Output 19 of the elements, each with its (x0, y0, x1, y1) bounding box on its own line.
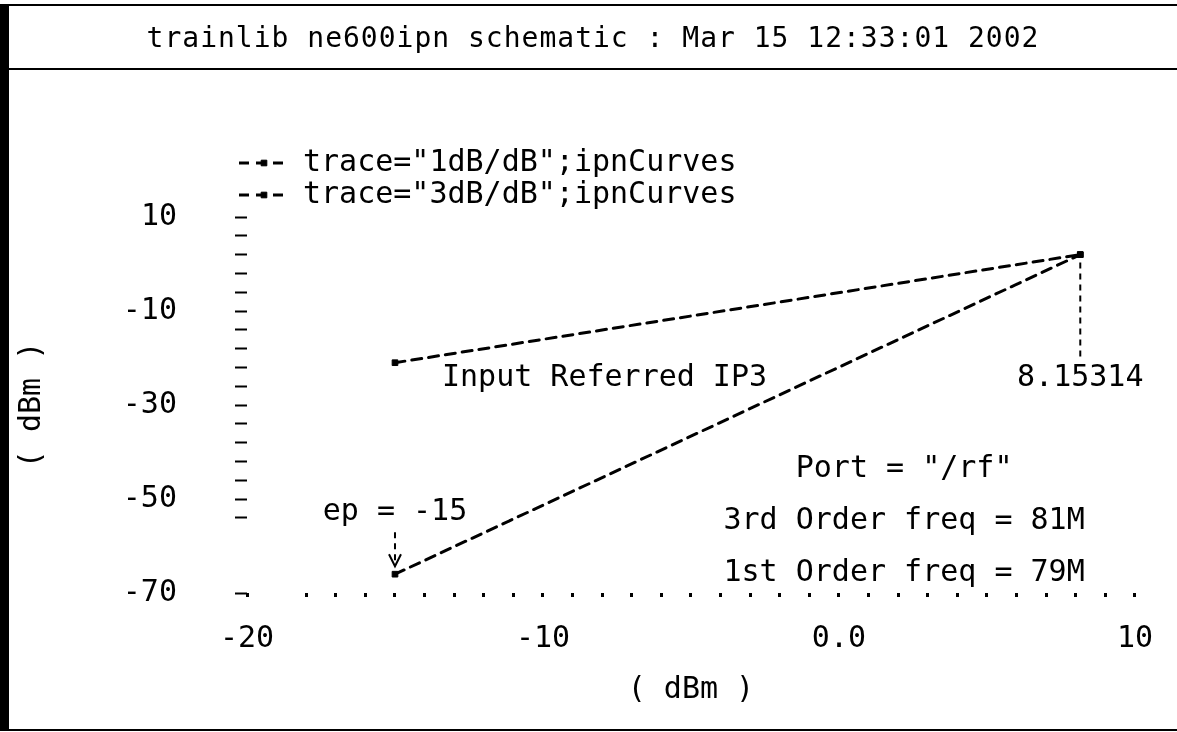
annotation: Input Referred IP3 (441, 358, 768, 394)
annotation: 8.15314 (1017, 358, 1144, 394)
annotation: ep = -15 (322, 492, 468, 527)
annotation: Port = "/rf" (795, 448, 1013, 484)
y-tick-label: -70 (122, 572, 177, 608)
y-tick-label: -10 (122, 290, 177, 326)
y-tick-label: -30 (122, 384, 177, 420)
x-axis-title: ( dBm ) (627, 669, 755, 705)
y-axis-title: ( dBm ) (11, 341, 47, 469)
annotation: 1st Order freq = 79M (723, 552, 1085, 588)
legend-label: trace="1dB/dB";ipnCurves (303, 142, 737, 178)
chart-title: trainlib ne600ipn schematic : Mar 15 12:33:01 2002 (146, 20, 1040, 54)
y-tick-label: 10 (140, 196, 177, 232)
x-tick-label: -10 (515, 618, 571, 654)
x-tick-label: 10 (1116, 618, 1153, 654)
x-tick-label: -20 (219, 618, 275, 654)
y-tick-label: -50 (122, 478, 177, 514)
annotation: 3rd Order freq = 81M (723, 500, 1085, 536)
x-tick-label: 0.0 (811, 618, 867, 654)
